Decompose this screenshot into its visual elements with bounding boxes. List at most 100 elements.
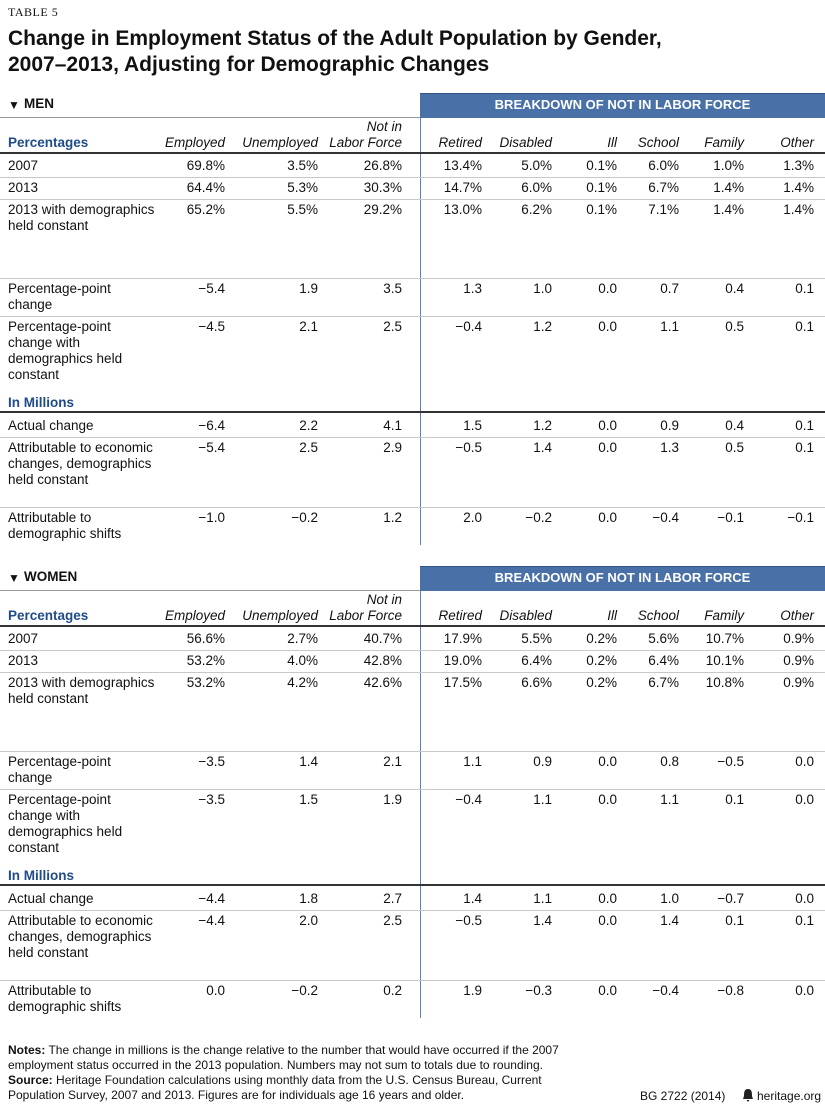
cell: 0.0 (598, 319, 617, 334)
row-rule (0, 199, 825, 200)
section-name: MEN (24, 96, 54, 111)
cell: 53.2% (186, 653, 225, 668)
cell: 0.1 (795, 418, 814, 433)
cell: 5.0% (521, 158, 552, 173)
cell: −0.4 (652, 510, 679, 525)
section-triangle: ▼ (8, 571, 20, 585)
notes-text: The change in millions is the change rel… (8, 1043, 559, 1072)
cell: 29.2% (363, 202, 402, 217)
source-text: Heritage Foundation calculations using m… (8, 1073, 542, 1102)
row-label: 2007 (8, 631, 39, 646)
cell: 1.9 (299, 281, 318, 296)
group-label: In Millions (8, 868, 74, 883)
row-rule (0, 751, 825, 752)
cell: 0.1 (795, 913, 814, 928)
cell: 1.1 (660, 319, 679, 334)
cell: 0.9 (533, 754, 552, 769)
column-header: Disabled (499, 608, 552, 623)
cell: 2.0 (299, 913, 318, 928)
row-label: Attributable to demographic shifts (8, 983, 122, 1014)
cell: 1.9 (463, 983, 482, 998)
cell: 0.0 (598, 891, 617, 906)
column-header: Other (780, 608, 814, 623)
cell: −0.7 (717, 891, 744, 906)
row-label: Actual change (8, 891, 94, 906)
cell: 1.3% (783, 158, 814, 173)
cell: 0.2% (586, 675, 617, 690)
row-label: Percentage-point change (8, 281, 111, 312)
cell: 0.0 (598, 418, 617, 433)
cell: 4.0% (287, 653, 318, 668)
cell: 1.4 (660, 913, 679, 928)
cell: 0.0 (598, 510, 617, 525)
cell: 0.4 (725, 418, 744, 433)
cell: 1.2 (383, 510, 402, 525)
rule (0, 884, 825, 886)
breakdown-header: BREAKDOWN OF NOT IN LABOR FORCE (494, 97, 751, 112)
column-header: Family (704, 608, 744, 623)
row-rule (0, 672, 825, 673)
cell: 0.0 (795, 983, 814, 998)
cell: 13.4% (443, 158, 482, 173)
cell: 3.5 (383, 281, 402, 296)
footer-site: heritage.org (757, 1089, 822, 1103)
rule (0, 411, 825, 413)
row-label: Actual change (8, 418, 94, 433)
row-rule (0, 980, 825, 981)
cell: 1.8 (299, 891, 318, 906)
row-label: Attributable to economic changes, demogr… (8, 440, 153, 487)
cell: 10.8% (705, 675, 744, 690)
cell: 1.4 (299, 754, 318, 769)
row-rule (0, 316, 825, 317)
rule (0, 117, 420, 118)
cell: 0.7 (660, 281, 679, 296)
section: ▼ WOMEN BREAKDOWN OF NOT IN LABOR FORCE Emp… (0, 566, 825, 1018)
cell: 6.4% (648, 653, 679, 668)
row-rule (0, 650, 825, 651)
section-triangle: ▼ (8, 98, 20, 112)
cell: 1.1 (533, 891, 552, 906)
cell: 69.8% (186, 158, 225, 173)
group-label: Percentages (8, 135, 89, 150)
row-label: 2013 (8, 653, 39, 668)
cell: −0.4 (652, 983, 679, 998)
row-rule (0, 910, 825, 911)
section: ▼ MEN BREAKDOWN OF NOT IN LABOR FORCE Emplo… (0, 93, 825, 545)
cell: 10.7% (705, 631, 744, 646)
cell: −0.1 (787, 510, 814, 525)
cell: 0.0 (795, 754, 814, 769)
cell: −0.4 (455, 319, 482, 334)
cell: 4.2% (287, 675, 318, 690)
column-header: Family (704, 135, 744, 150)
row-label: Attributable to demographic shifts (8, 510, 122, 541)
cell: 1.0 (660, 891, 679, 906)
cell: 0.4 (725, 281, 744, 296)
cell: 6.0% (521, 180, 552, 195)
cell: 0.8 (660, 754, 679, 769)
cell: 0.1 (725, 792, 744, 807)
cell: 0.0 (795, 891, 814, 906)
column-header: Other (780, 135, 814, 150)
cell: 0.5 (725, 440, 744, 455)
cell: 2.2 (299, 418, 318, 433)
cell: 0.1 (725, 913, 744, 928)
cell: 1.1 (463, 754, 482, 769)
cell: −4.5 (198, 319, 225, 334)
cell: −0.4 (455, 792, 482, 807)
row-label: Percentage-point change with demographic… (8, 319, 123, 382)
divider (420, 590, 421, 1018)
cell: 17.5% (443, 675, 482, 690)
row-rule (0, 177, 825, 178)
column-header: Employed (164, 608, 225, 623)
cell: 2.5 (383, 319, 402, 334)
cell: 2.0 (463, 510, 482, 525)
cell: 0.0 (795, 792, 814, 807)
column-header: School (637, 135, 679, 150)
cell: 6.2% (521, 202, 552, 217)
cell: 2.1 (299, 319, 318, 334)
cell: 2.9 (383, 440, 402, 455)
column-header: Disabled (499, 135, 552, 150)
cell: 2.7% (287, 631, 318, 646)
cell: 0.9% (783, 653, 814, 668)
